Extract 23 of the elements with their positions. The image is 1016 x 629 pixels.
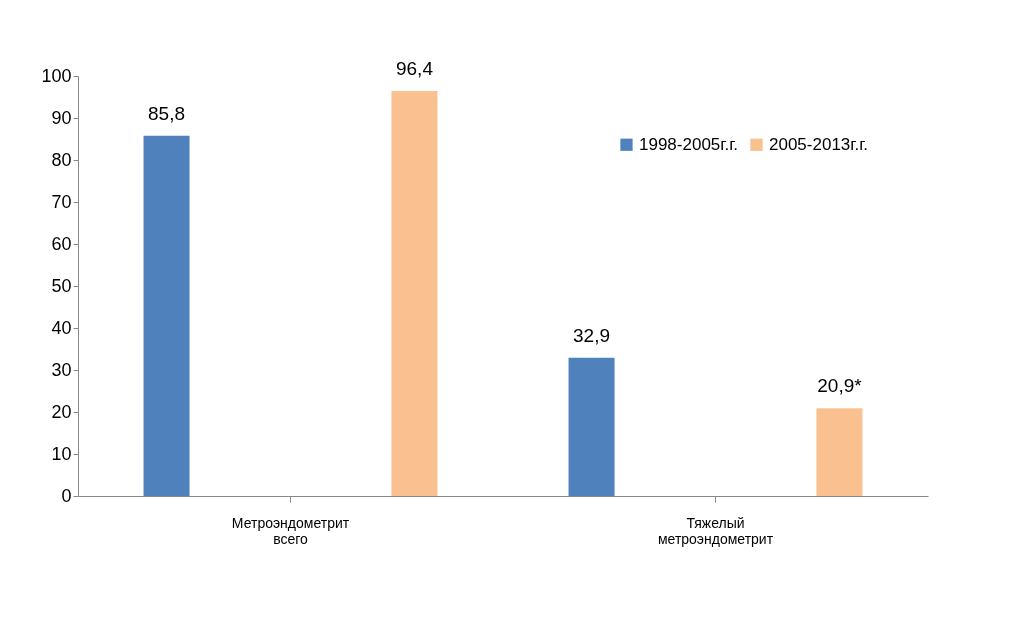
- y-tick-label: 80: [51, 149, 72, 170]
- y-tick-label: 90: [51, 107, 72, 128]
- y-tick-label: 10: [51, 443, 72, 464]
- bar: [391, 91, 438, 496]
- x-tick-label: Тяжелый метроэндометрит: [657, 514, 774, 547]
- legend-label: 1998-2005г.г.: [639, 134, 738, 154]
- y-tick-label: 100: [41, 65, 72, 86]
- data-label: 85,8: [148, 102, 186, 124]
- y-tick-label: 60: [51, 233, 72, 254]
- bar: [568, 357, 615, 496]
- y-tick-label: 40: [51, 317, 72, 338]
- y-tick-label: 70: [51, 191, 72, 212]
- y-tick-label: 0: [61, 485, 72, 506]
- data-label: 96,4: [395, 58, 434, 80]
- bar: [816, 408, 863, 496]
- bar: [143, 135, 190, 496]
- y-tick-label: 30: [51, 359, 72, 380]
- y-tick-label: 50: [51, 275, 72, 296]
- y-tick-label: 20: [51, 401, 72, 422]
- data-label: 32,9: [573, 324, 611, 346]
- legend-label: 2005-2013г.г.: [769, 134, 868, 154]
- data-label: 20,9*: [817, 375, 863, 397]
- x-tick-label: Метроэндометрит всего: [231, 514, 350, 547]
